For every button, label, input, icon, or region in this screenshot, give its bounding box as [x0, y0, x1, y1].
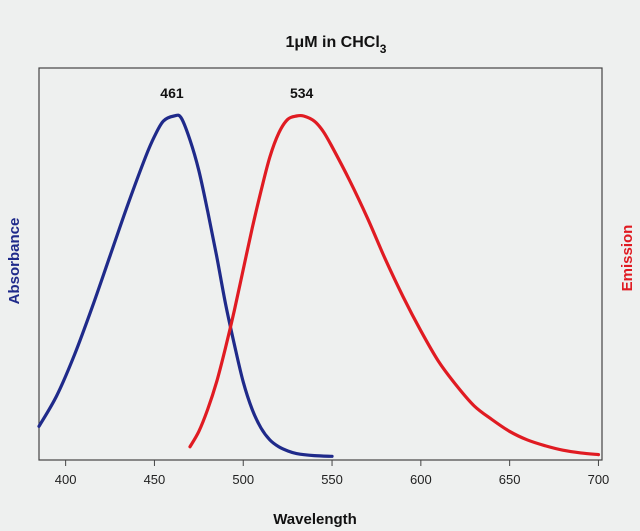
peak-label: 461 — [160, 85, 184, 101]
x-axis-label: Wavelength — [273, 511, 357, 528]
x-axis-ticks: 400 450 500 550 600 650 700 — [55, 460, 610, 487]
x-tick-label: 400 — [55, 472, 77, 487]
peak-label: 534 — [290, 85, 314, 101]
y-axis-label-left: Absorbance — [6, 218, 23, 305]
peak-annotations: 461 534 — [160, 85, 313, 101]
x-tick-label: 650 — [499, 472, 521, 487]
x-tick-label: 700 — [588, 472, 610, 487]
x-tick-label: 450 — [144, 472, 166, 487]
x-tick-label: 550 — [321, 472, 343, 487]
chart-title-main: 1μM in CHCl — [286, 34, 380, 51]
plot-frame — [38, 67, 603, 461]
x-tick-label: 500 — [232, 472, 254, 487]
emission-line — [188, 113, 601, 457]
y-axis-label-right: Emission — [619, 225, 636, 292]
chart-title: 1μM in CHCl3 — [286, 34, 387, 56]
chart-title-subscript: 3 — [380, 42, 387, 56]
series-layer — [37, 113, 601, 458]
x-tick-label: 600 — [410, 472, 432, 487]
absorbance-line — [37, 113, 334, 458]
